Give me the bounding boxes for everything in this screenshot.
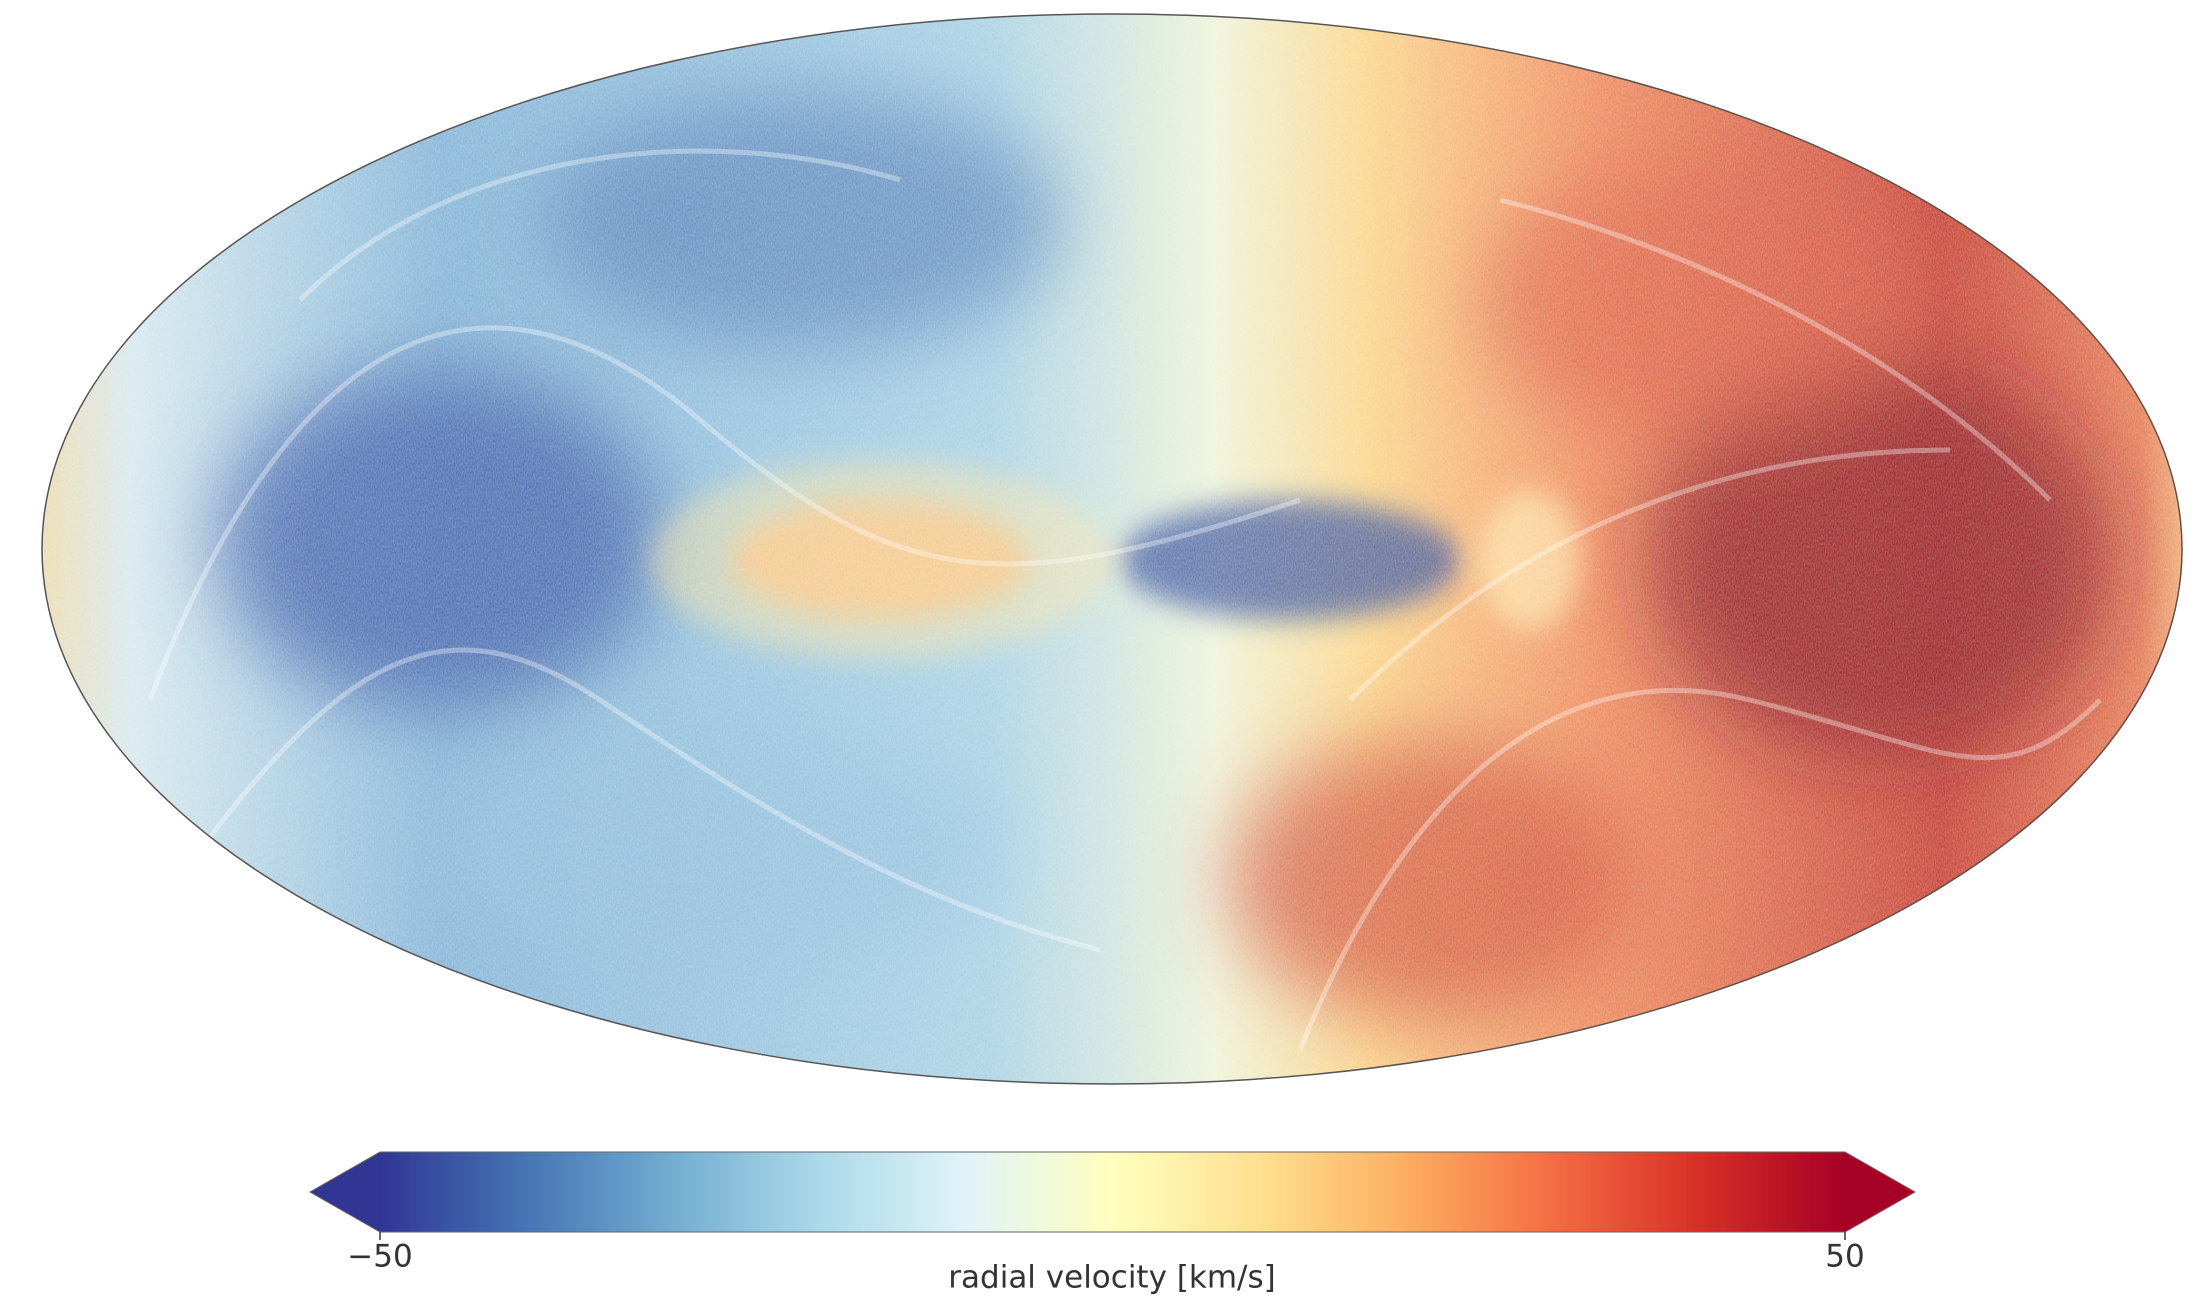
colorbar-tick-label: 50 (1825, 1239, 1864, 1275)
colorbar-extend-high (1845, 1152, 1915, 1232)
colorbar-gradient (380, 1152, 1845, 1232)
colorbar-tick-label: −50 (347, 1239, 412, 1275)
colorbar-label: radial velocity [km/s] (948, 1260, 1275, 1296)
colorbar-extend-low (310, 1152, 380, 1232)
chart: −50 50 radial velocity [km/s] (0, 0, 2207, 1297)
sky-map (0, 0, 2207, 1100)
colorbar: −50 50 (310, 1152, 1915, 1275)
